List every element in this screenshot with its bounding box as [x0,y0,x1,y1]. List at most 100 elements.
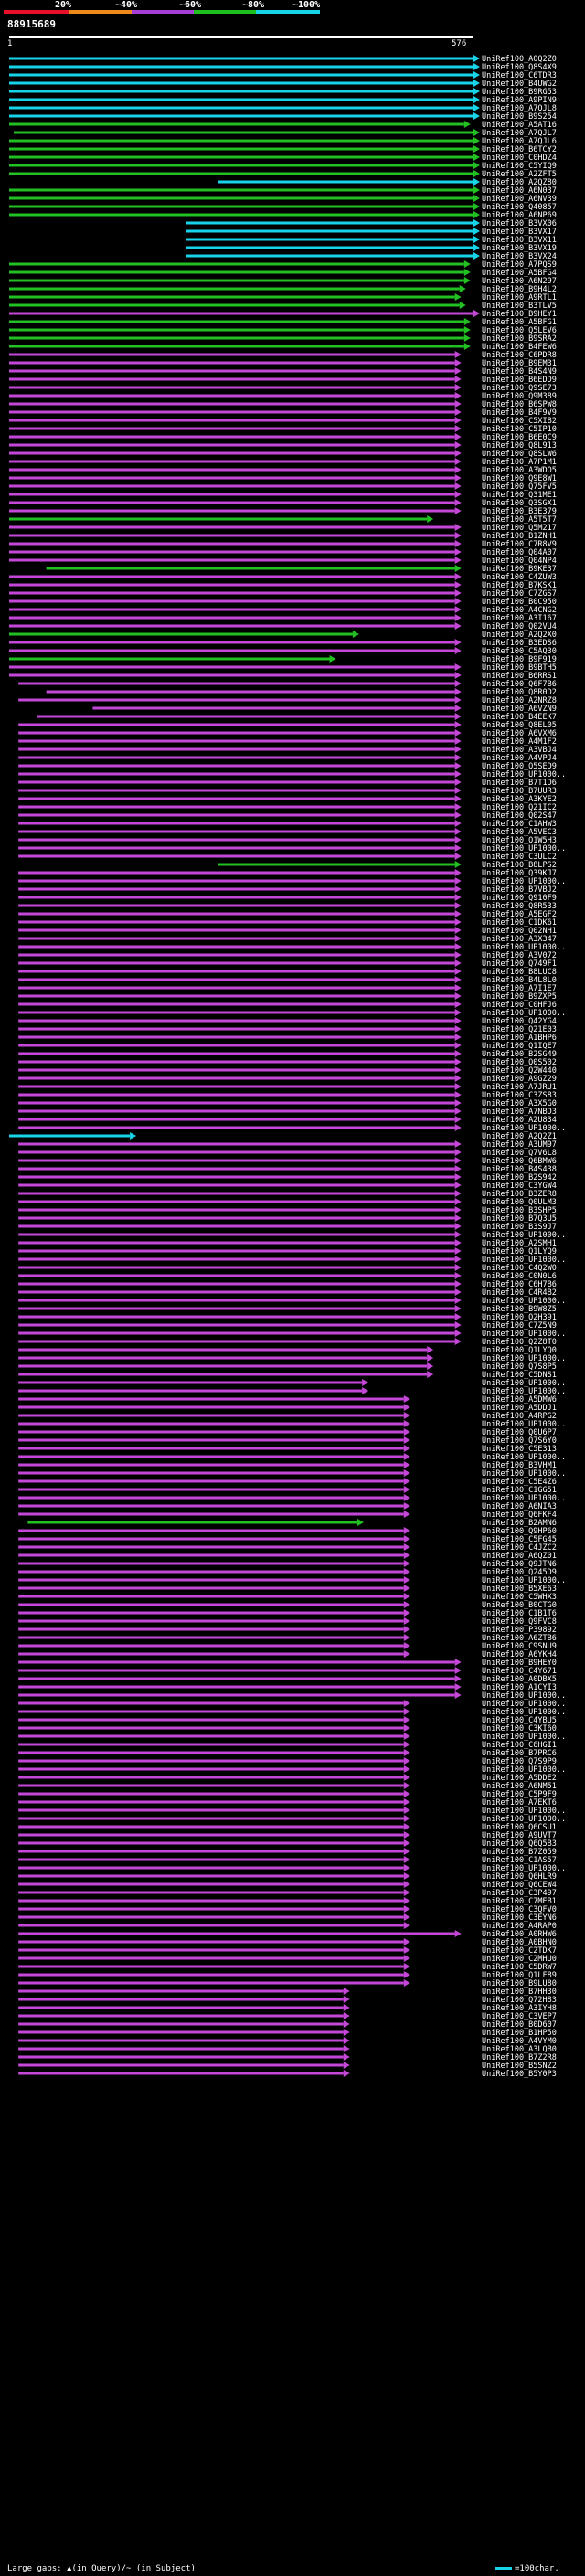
hit-label[interactable]: UniRef100_B9W8Z5 [482,1305,557,1314]
hit-row[interactable]: UniRef100_C6H7B6 [18,1280,557,1289]
hit-label[interactable]: UniRef100_Q5SED9 [482,762,557,771]
hit-label[interactable]: UniRef100_Q0ULM3 [482,1198,557,1207]
hit-label[interactable]: UniRef100_B3VHM1 [482,1461,557,1470]
hit-row[interactable]: UniRef100_UP1000.. [18,1387,566,1396]
hit-label[interactable]: UniRef100_C4R4B2 [482,1288,557,1298]
hit-label[interactable]: UniRef100_Q8EL05 [482,721,557,730]
hit-row[interactable]: UniRef100_Q02NH1 [18,927,557,936]
hit-label[interactable]: UniRef100_UP1000.. [482,1387,566,1396]
hit-label[interactable]: UniRef100_B8LPS2 [482,861,557,870]
hit-row[interactable]: UniRef100_A2ZFT5 [9,170,557,179]
hit-label[interactable]: UniRef100_C5XIB2 [482,417,557,426]
hit-row[interactable]: UniRef100_A2NRZ8 [18,696,557,705]
hit-label[interactable]: UniRef100_C1B1T6 [482,1609,557,1618]
hit-label[interactable]: UniRef100_C5E313 [482,1445,557,1454]
hit-row[interactable]: UniRef100_A4M1F2 [18,737,557,747]
hit-row[interactable]: UniRef100_Q5LEV6 [9,326,557,335]
hit-row[interactable]: UniRef100_Q04NP4 [9,557,557,566]
hit-row[interactable]: UniRef100_Q8SLW6 [9,450,557,459]
hit-row[interactable]: UniRef100_B9F919 [9,655,557,664]
hit-label[interactable]: UniRef100_A9GZ29 [482,1075,557,1084]
hit-label[interactable]: UniRef100_Q6CEW4 [482,1881,557,1890]
hit-row[interactable]: UniRef100_UP1000.. [18,1330,566,1339]
hit-row[interactable]: UniRef100_Q7S8P5 [18,1362,557,1372]
hit-row[interactable]: UniRef100_C5YIQ9 [9,162,557,171]
hit-label[interactable]: UniRef100_A3LQB0 [482,2045,557,2054]
hit-label[interactable]: UniRef100_A6QZ01 [482,1552,557,1561]
hit-row[interactable]: UniRef100_Q2H391 [18,1313,557,1322]
hit-label[interactable]: UniRef100_A5BFG1 [482,318,557,327]
hit-row[interactable]: UniRef100_Q6CSU1 [18,1823,557,1832]
hit-row[interactable]: UniRef100_C3KI60 [18,1724,557,1733]
hit-row[interactable]: UniRef100_A1BHP6 [18,1034,557,1043]
hit-label[interactable]: UniRef100_UP1000.. [482,770,566,779]
hit-label[interactable]: UniRef100_Q9E8W1 [482,474,557,483]
hit-row[interactable]: UniRef100_A9PIN9 [9,96,557,105]
hit-label[interactable]: UniRef100_B4FEW6 [482,343,557,352]
hit-row[interactable]: UniRef100_A7I1E7 [18,984,557,993]
hit-row[interactable]: UniRef100_B4EEK7 [37,713,557,722]
hit-label[interactable]: UniRef100_Q6Q5B3 [482,1839,557,1849]
hit-label[interactable]: UniRef100_Q7V6L8 [482,1149,557,1158]
hit-label[interactable]: UniRef100_Q6FKF4 [482,1511,557,1520]
hit-row[interactable]: UniRef100_B6RRS1 [9,672,557,681]
hit-label[interactable]: UniRef100_C5IP10 [482,425,557,434]
hit-label[interactable]: UniRef100_A4VPJ4 [482,754,557,763]
hit-row[interactable]: UniRef100_Q42YG4 [18,1017,557,1026]
hit-row[interactable]: UniRef100_B3VX19 [186,244,557,253]
hit-row[interactable]: UniRef100_Q6HLR9 [18,1872,557,1882]
hit-row[interactable]: UniRef100_C0N0L6 [18,1272,557,1281]
hit-row[interactable]: UniRef100_B7UUR3 [18,787,557,796]
hit-row[interactable]: UniRef100_A6N037 [9,186,557,196]
hit-label[interactable]: UniRef100_C4YBU5 [482,1716,557,1725]
hit-row[interactable]: UniRef100_Q245D9 [18,1568,557,1577]
hit-row[interactable]: UniRef100_A5T5T7 [9,515,557,525]
hit-row[interactable]: UniRef100_B2S942 [18,1173,557,1182]
hit-row[interactable]: UniRef100_C3YGW4 [18,1182,557,1191]
hit-label[interactable]: UniRef100_C3EYN6 [482,1913,557,1923]
hit-label[interactable]: UniRef100_A4M1F2 [482,737,557,747]
hit-row[interactable]: UniRef100_B0CTG0 [18,1601,557,1610]
hit-row[interactable]: UniRef100_Q75FV5 [9,482,557,492]
hit-row[interactable]: UniRef100_B6SPW8 [9,400,557,409]
hit-row[interactable]: UniRef100_C4JZC2 [18,1543,557,1553]
hit-label[interactable]: UniRef100_UP1000.. [482,1733,566,1742]
hit-label[interactable]: UniRef100_Q6BMW6 [482,1157,557,1166]
hit-label[interactable]: UniRef100_A2U834 [482,1116,557,1125]
hit-row[interactable]: UniRef100_B3VX11 [186,236,557,245]
hit-label[interactable]: UniRef100_UP1000.. [482,1420,566,1429]
hit-label[interactable]: UniRef100_C4Q2W0 [482,1264,557,1273]
hit-row[interactable]: UniRef100_A3UM97 [18,1140,557,1150]
hit-label[interactable]: UniRef100_B6SPW8 [482,400,557,409]
hit-row[interactable]: UniRef100_C5WHX3 [18,1593,557,1602]
hit-label[interactable]: UniRef100_A2Q2X0 [482,631,557,640]
hit-row[interactable]: UniRef100_Q6FKF4 [18,1511,557,1520]
hit-row[interactable]: UniRef100_B7KSK1 [9,581,557,590]
hit-row[interactable]: UniRef100_B2AMN6 [27,1519,557,1528]
hit-label[interactable]: UniRef100_B0CTG0 [482,1601,557,1610]
hit-row[interactable]: UniRef100_A0Q2Z0 [9,55,557,64]
hit-row[interactable]: UniRef100_Q21IC2 [18,803,557,812]
hit-row[interactable]: UniRef100_A7QJL7 [14,129,557,138]
hit-row[interactable]: UniRef100_C1AS57 [18,1856,557,1865]
hit-label[interactable]: UniRef100_Q6HLR9 [482,1872,557,1882]
hit-row[interactable]: UniRef100_Q9M389 [9,392,557,401]
hit-label[interactable]: UniRef100_A5DMW6 [482,1395,557,1405]
hit-row[interactable]: UniRef100_Q2Z8T0 [18,1338,557,1347]
hit-row[interactable]: UniRef100_A9UVT7 [18,1831,557,1840]
hit-row[interactable]: UniRef100_Q6BMW6 [18,1157,557,1166]
hit-row[interactable]: UniRef100_A5DMW6 [18,1395,557,1405]
hit-label[interactable]: UniRef100_A3I167 [482,614,557,623]
hit-row[interactable]: UniRef100_B4FEW6 [9,343,557,352]
hit-label[interactable]: UniRef100_C5AQ30 [482,647,557,656]
hit-label[interactable]: UniRef100_B4F9V9 [482,408,557,418]
hit-label[interactable]: UniRef100_UP1000.. [482,1576,566,1585]
hit-row[interactable]: UniRef100_A6VZN9 [92,705,557,714]
hit-label[interactable]: UniRef100_A7NBD3 [482,1108,557,1117]
hit-row[interactable]: UniRef100_C0HFJ6 [18,1001,557,1010]
hit-label[interactable]: UniRef100_A9RTL1 [482,293,557,302]
hit-row[interactable]: UniRef100_C2MHU0 [18,1955,557,1964]
hit-row[interactable]: UniRef100_B5Y0P3 [18,2070,557,2079]
hit-label[interactable]: UniRef100_A5T5T7 [482,515,557,525]
hit-row[interactable]: UniRef100_UP1000.. [18,844,566,853]
